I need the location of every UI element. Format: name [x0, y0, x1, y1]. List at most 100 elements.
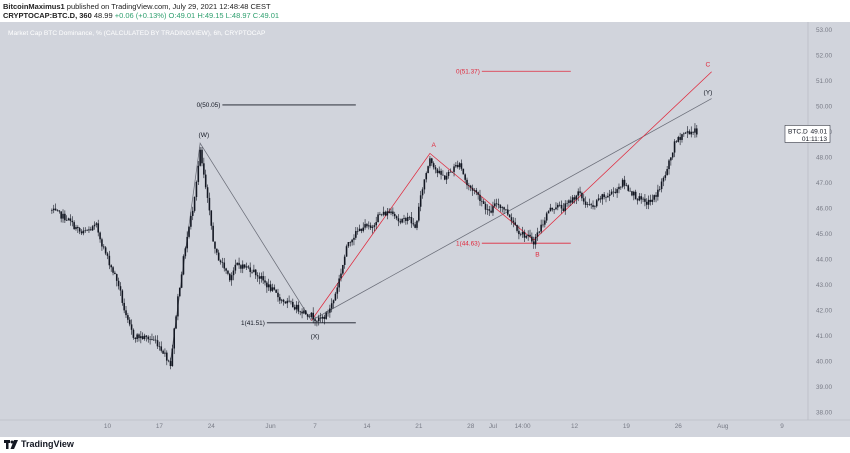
- candle-body: [273, 287, 276, 290]
- candle-body: [284, 301, 287, 304]
- wave-label: (W): [199, 132, 210, 139]
- wave-line: [311, 98, 712, 321]
- candle-body: [388, 211, 390, 214]
- candle-body: [134, 337, 137, 340]
- candle-body: [414, 224, 416, 228]
- chart-svg[interactable]: Market Cap BTC Dominance, % (CALCULATED …: [0, 22, 850, 437]
- candle-body: [280, 299, 283, 301]
- candle-body: [503, 207, 505, 210]
- candle-body: [540, 224, 542, 232]
- tradingview-brand[interactable]: TradingView: [4, 439, 74, 449]
- candle-body: [577, 191, 580, 196]
- candle-body: [469, 185, 472, 188]
- candle-body: [143, 335, 146, 340]
- y-tick-label: 41.00: [816, 333, 832, 340]
- candle-body: [423, 179, 426, 190]
- x-tick-label: Aug: [717, 423, 729, 430]
- price-tag: BTC.D 49.01 01:11:13: [784, 125, 831, 143]
- candle-body: [505, 209, 507, 211]
- y-tick-label: 46.00: [816, 206, 832, 213]
- candle-body: [256, 275, 259, 277]
- candle-body: [605, 197, 607, 198]
- candle-body: [445, 175, 448, 180]
- candle-body: [614, 191, 617, 193]
- candle-body: [516, 224, 518, 231]
- candle-body: [479, 194, 481, 201]
- candle-body: [236, 262, 239, 265]
- candle-body: [169, 361, 172, 367]
- candle-body: [581, 192, 583, 199]
- candle-body: [108, 255, 111, 266]
- publish-info: published on TradingView.com, July 29, 2…: [66, 2, 271, 11]
- candle-body: [425, 173, 428, 180]
- candle-body: [162, 350, 164, 354]
- candle-body: [416, 220, 418, 228]
- candle-body: [297, 304, 300, 312]
- candle-body: [395, 216, 398, 219]
- candle-body: [317, 317, 320, 322]
- candle-body: [525, 236, 528, 238]
- candle-body: [254, 269, 257, 276]
- candle-body: [508, 214, 511, 218]
- chart-area[interactable]: Market Cap BTC Dominance, % (CALCULATED …: [0, 22, 850, 437]
- candle-body: [658, 189, 661, 190]
- candle-body: [419, 195, 422, 207]
- candle-body: [647, 199, 650, 205]
- price-axis[interactable]: 38.00 39.00 40.00 41.00 42.00 43.00 44.00 45.00…: [807, 22, 850, 437]
- candle-body: [117, 280, 120, 287]
- candle-body: [616, 189, 618, 193]
- candle-body: [56, 210, 59, 211]
- candle-body: [203, 163, 205, 175]
- candle-body: [65, 220, 68, 221]
- candle-body: [251, 271, 253, 273]
- candle-body: [607, 195, 609, 198]
- candle-body: [325, 312, 327, 319]
- candle-body: [214, 241, 216, 249]
- candle-body: [332, 300, 335, 304]
- fib-level-label: 1(44.63): [456, 240, 480, 247]
- candle-body: [442, 174, 444, 176]
- candle-body: [529, 234, 531, 237]
- candle-body: [523, 231, 526, 238]
- candle-body: [579, 191, 581, 193]
- candle-body: [262, 276, 264, 281]
- candle-body: [670, 157, 672, 161]
- candle-body: [343, 256, 346, 265]
- candle-body: [621, 179, 624, 187]
- y-tick-label: 40.00: [816, 359, 832, 366]
- candle-body: [151, 339, 153, 340]
- candle-body: [397, 218, 400, 222]
- candle-body: [77, 227, 79, 229]
- price-countdown: 01:11:13: [802, 136, 828, 143]
- candle-body: [495, 203, 498, 205]
- candle-body: [295, 304, 298, 310]
- candle-body: [95, 223, 98, 225]
- candles: [51, 123, 698, 370]
- candle-body: [501, 207, 504, 208]
- candle-body: [188, 226, 190, 237]
- candle-body: [369, 225, 372, 228]
- candle-body: [549, 207, 552, 212]
- candle-body: [481, 200, 483, 202]
- candle-body: [427, 166, 429, 174]
- candle-body: [145, 335, 148, 337]
- candle-body: [564, 203, 567, 211]
- candle-body: [195, 181, 198, 198]
- candle-body: [594, 206, 596, 207]
- candle-body: [421, 189, 424, 196]
- chart-header: BitcoinMaximus1 published on TradingView…: [0, 0, 850, 22]
- candle-body: [180, 274, 183, 288]
- candle-body: [582, 198, 585, 202]
- candle-body: [382, 211, 385, 215]
- time-axis[interactable]: 10 17 24 Jun 7 14 21 28 Jul 14:00 12 19 26 Aug 9: [0, 419, 850, 430]
- author-name[interactable]: BitcoinMaximus1: [3, 2, 65, 11]
- last-price: 48.99: [93, 11, 113, 20]
- candle-body: [67, 218, 70, 221]
- candle-body: [69, 218, 72, 221]
- candle-body: [386, 211, 389, 216]
- candle-body: [216, 248, 218, 253]
- candle-body: [655, 195, 657, 197]
- candle-body: [379, 214, 381, 216]
- fib-level-label: 0(50.05): [197, 102, 221, 109]
- price-box: [784, 125, 831, 143]
